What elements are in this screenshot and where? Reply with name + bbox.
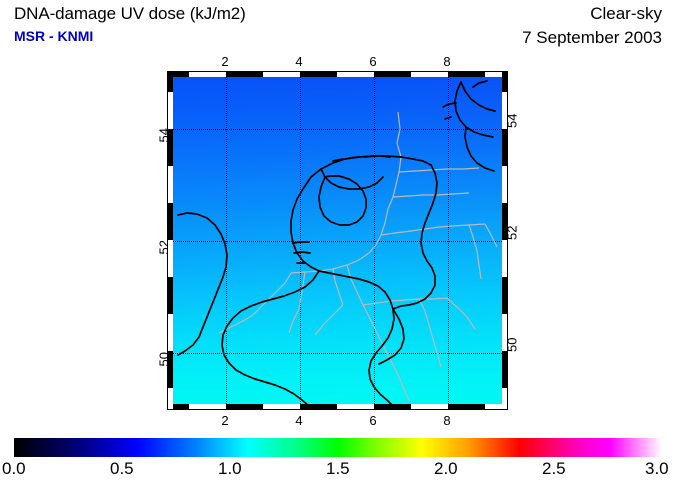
- colorbar-label-3: 1.5: [326, 459, 350, 478]
- colorbar-section: 0.0 0.5 1.0 1.5 2.0 2.5 3.0: [0, 436, 676, 480]
- lat-tick-left-50: 50: [156, 352, 172, 367]
- lon-tick-top-6: 6: [369, 54, 377, 69]
- lon-tick-bottom-6: 6: [369, 413, 377, 428]
- lat-tick-left-52: 52: [156, 240, 172, 255]
- lat-tick-right-50: 50: [504, 337, 520, 352]
- lon-tick-top-4: 4: [295, 54, 303, 69]
- colorbar-label-6: 3.0: [645, 459, 669, 478]
- sky-condition-label: Clear-sky: [590, 4, 662, 23]
- colorbar-gradient: [14, 438, 662, 457]
- institute-label: MSR - KNMI: [14, 28, 94, 44]
- colorbar-label-2: 1.0: [218, 459, 242, 478]
- lon-tick-bottom-4: 4: [295, 413, 303, 428]
- page-title: DNA-damage UV dose (kJ/m2): [14, 4, 246, 23]
- colorbar-label-1: 0.5: [110, 459, 134, 478]
- date-label: 7 September 2003: [522, 28, 662, 47]
- lon-tick-top-2: 2: [221, 54, 229, 69]
- lon-tick-bottom-2: 2: [221, 413, 229, 428]
- uv-dose-field: [173, 77, 504, 406]
- map-frame: [167, 71, 508, 410]
- lat-tick-right-54: 54: [504, 113, 520, 128]
- lat-tick-left-54: 54: [156, 128, 172, 143]
- colorbar-label-0: 0.0: [2, 459, 26, 478]
- lon-tick-top-8: 8: [443, 54, 451, 69]
- colorbar-label-5: 2.5: [542, 459, 566, 478]
- colorbar-label-4: 2.0: [434, 459, 458, 478]
- lat-tick-right-52: 52: [504, 225, 520, 240]
- lon-tick-bottom-8: 8: [443, 413, 451, 428]
- uv-dose-map: [167, 71, 508, 410]
